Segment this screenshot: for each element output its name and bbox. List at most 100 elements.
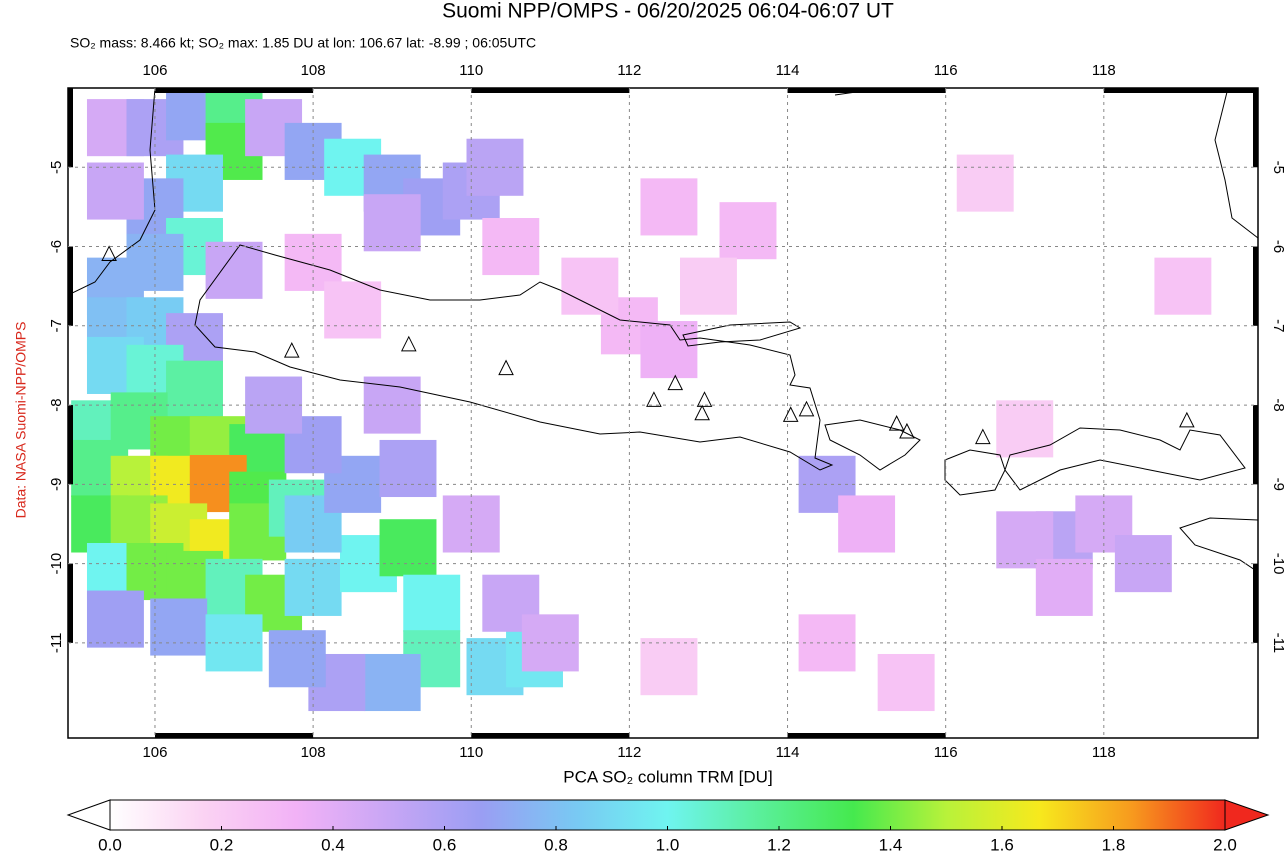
y-tick-label: -11 bbox=[1270, 633, 1287, 654]
volcano bbox=[101, 245, 117, 261]
so2-cell bbox=[680, 257, 737, 315]
x-tick-label: 118 bbox=[1092, 744, 1116, 761]
colorbar bbox=[109, 799, 1226, 831]
frame-bar bbox=[1103, 88, 1258, 93]
coast-sumba bbox=[1179, 517, 1258, 573]
so2-cell bbox=[956, 154, 1014, 212]
so2-cell bbox=[640, 638, 698, 696]
coast-sumbawa bbox=[1004, 427, 1246, 491]
y-tick-label: -6 bbox=[48, 240, 65, 253]
frame-bar bbox=[787, 88, 946, 93]
volcano bbox=[888, 414, 905, 431]
frame-bar bbox=[68, 563, 73, 643]
x-tick-label: 108 bbox=[301, 744, 326, 761]
volcano bbox=[667, 374, 684, 391]
volcano bbox=[696, 391, 713, 407]
map-frame bbox=[67, 87, 1259, 739]
so2-cell bbox=[379, 439, 437, 498]
so2-cell bbox=[150, 598, 208, 656]
frame-bar bbox=[68, 246, 73, 326]
x-tick-label: 112 bbox=[617, 744, 641, 761]
x-tick-label: 118 bbox=[1092, 62, 1116, 79]
volcano bbox=[646, 391, 662, 407]
y-tick-label: -9 bbox=[1270, 478, 1287, 491]
frame-bar bbox=[471, 733, 630, 738]
x-tick-label: 110 bbox=[459, 744, 483, 761]
colorbar-tick-label: 1.4 bbox=[879, 835, 903, 854]
frame-bar bbox=[1253, 563, 1258, 643]
so2-cell bbox=[1154, 257, 1212, 315]
so2-layer bbox=[71, 88, 1212, 712]
frame-bar bbox=[787, 733, 946, 738]
y-tick-label: -9 bbox=[48, 478, 65, 491]
y-tick-label: -5 bbox=[1270, 161, 1287, 174]
colorbar-tick-label: 1.8 bbox=[1102, 835, 1126, 854]
frame-bar bbox=[154, 88, 314, 93]
colorbar-label: PCA SO₂ column TRM [DU] bbox=[563, 767, 772, 786]
x-tick-label: 106 bbox=[142, 744, 167, 761]
colorbar-under bbox=[66, 799, 111, 831]
volcano bbox=[400, 335, 417, 352]
x-tick-label: 114 bbox=[776, 62, 800, 79]
so2-cell bbox=[324, 281, 382, 339]
so2-cell bbox=[640, 321, 698, 379]
so2-cell bbox=[205, 614, 263, 672]
frame-bar bbox=[1253, 405, 1258, 485]
so2-cell bbox=[996, 400, 1054, 458]
x-tick-label: 114 bbox=[776, 744, 800, 761]
x-tick-label: 112 bbox=[617, 62, 641, 79]
x-tick-label: 106 bbox=[142, 62, 167, 79]
so2-cell bbox=[719, 202, 777, 260]
y-tick-label: -10 bbox=[48, 553, 65, 575]
colorbar-over bbox=[1224, 799, 1270, 831]
so2-cell bbox=[205, 241, 263, 299]
frame-bar bbox=[154, 733, 314, 738]
coast-madura bbox=[682, 321, 802, 347]
so2-cell bbox=[838, 495, 896, 553]
so2-cell bbox=[363, 194, 421, 252]
colorbar-tick-label: 0.2 bbox=[210, 835, 234, 854]
volcano bbox=[975, 428, 991, 445]
x-tick-label: 116 bbox=[934, 62, 958, 79]
coast-borneo bbox=[834, 88, 1258, 239]
so2-cell bbox=[877, 653, 935, 712]
colorbar-tick-label: 0.4 bbox=[321, 835, 345, 854]
colorbar-tick-label: 1.6 bbox=[990, 835, 1014, 854]
so2-cell bbox=[1114, 535, 1172, 593]
frame-bar bbox=[1253, 246, 1258, 326]
colorbar-tick-label: 1.2 bbox=[767, 835, 791, 854]
frame-bar bbox=[1253, 88, 1258, 168]
coast-sumatra bbox=[68, 88, 156, 296]
so2-cell bbox=[379, 519, 437, 577]
chart-subtitle: SO₂ mass: 8.466 kt; SO₂ max: 1.85 DU at … bbox=[70, 35, 536, 51]
so2-cell bbox=[1035, 558, 1093, 616]
y-tick-label: -10 bbox=[1270, 553, 1287, 575]
colorbar-tick-label: 0.0 bbox=[98, 835, 122, 854]
so2-cell bbox=[363, 653, 421, 712]
so2-cell bbox=[640, 178, 698, 236]
frame-bar bbox=[68, 88, 73, 168]
volcano bbox=[798, 400, 815, 417]
y-tick-label: -11 bbox=[48, 633, 65, 654]
y-tick-label: -6 bbox=[1270, 240, 1287, 253]
frame-bar bbox=[471, 88, 630, 93]
x-tick-label: 116 bbox=[934, 744, 958, 761]
y-tick-label: -8 bbox=[48, 398, 65, 411]
data-source: Data: NASA Suomi-NPP/OMPS bbox=[13, 322, 29, 519]
frame-bar bbox=[68, 405, 73, 485]
y-tick-label: -7 bbox=[1270, 319, 1287, 332]
so2-cell bbox=[561, 257, 619, 315]
colorbar-tick-label: 1.0 bbox=[656, 835, 680, 854]
coast-lombok bbox=[944, 449, 1006, 496]
coast-bali bbox=[824, 419, 921, 471]
colorbar-tick-label: 0.6 bbox=[433, 835, 457, 854]
y-tick-label: -7 bbox=[48, 319, 65, 332]
chart-title: Suomi NPP/OMPS - 06/20/2025 06:04-06:07 … bbox=[442, 0, 894, 23]
x-tick-label: 108 bbox=[301, 62, 326, 79]
so2-cell bbox=[268, 630, 326, 688]
y-tick-label: -5 bbox=[48, 161, 65, 174]
y-tick-label: -8 bbox=[1270, 398, 1287, 411]
colorbar-tick-label: 0.8 bbox=[544, 835, 568, 854]
volcano bbox=[1179, 411, 1195, 428]
